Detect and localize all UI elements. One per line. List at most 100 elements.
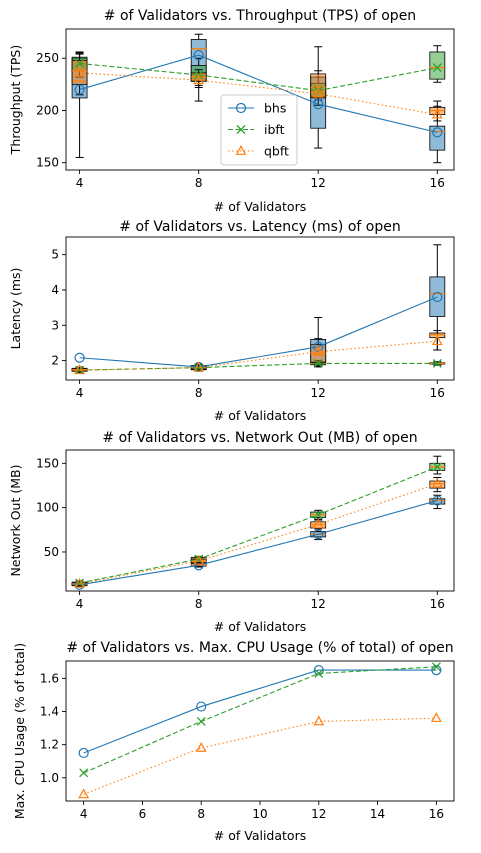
x-tick-label: 8 [195,597,203,611]
y-axis-label: Network Out (MB) [8,465,23,577]
data-point-bhs [431,665,442,676]
x-axis-label: # of Validators [214,828,306,843]
legend-marker-ibft [236,125,246,134]
chart-title: # of Validators vs. Throughput (TPS) of … [104,8,416,24]
chart-panel-3: # of Validators vs. Network Out (MB) of … [8,430,455,634]
series-line-ibft [79,62,438,92]
x-axis-label: # of Validators [214,619,306,634]
data-point-qbft [431,108,443,119]
y-tick-label: 2 [51,354,59,368]
x-tick-label: 8 [195,386,203,400]
box [429,498,446,505]
chart-panel-2: # of Validators vs. Latency (ms) of open… [8,219,455,423]
data-point-qbft [312,87,324,98]
series-line-ibft [79,466,438,584]
x-tick-label: 4 [76,597,84,611]
chart-title: # of Validators vs. Network Out (MB) of … [102,430,417,446]
boxplot-qbft [190,69,207,86]
x-tick-label: 8 [195,176,203,190]
plot-frame [65,660,455,802]
y-tick-label: 150 [36,156,59,170]
x-tick-label: 4 [76,176,84,190]
legend-marker-qbft [235,144,247,155]
y-tick-label: 1.4 [40,705,59,719]
x-tick-label: 12 [311,807,326,821]
y-tick-label: 3 [51,318,59,332]
data-point-qbft [74,364,85,375]
box [429,125,446,151]
chart-panel-1: # of Validators vs. Throughput (TPS) of … [8,8,455,214]
y-tick-label: 4 [51,283,59,297]
data-point-ibft [313,510,323,520]
y-tick-label: 250 [36,51,59,65]
y-tick-label: 150 [36,456,59,470]
x-tick-label: 6 [139,807,147,821]
data-point-bhs [313,99,324,110]
data-point-ibft [196,717,206,726]
data-point-ibft [313,358,323,368]
series-line-ibft [83,666,437,774]
data-point-ibft [75,578,85,588]
data-point-bhs [432,291,443,303]
plot-frame [65,236,455,381]
data-point-bhs [432,127,443,138]
series-line-bhs [79,296,438,368]
data-point-qbft [74,577,85,588]
data-point-qbft [312,518,324,529]
y-axis-label: Throughput (TPS) [8,45,23,155]
data-point-qbft [431,335,443,346]
data-point-bhs [196,701,207,712]
x-tick-label: 10 [252,807,267,821]
data-point-ibft [432,462,442,472]
series-line-bhs [79,54,438,133]
x-tick-label: 16 [430,386,445,400]
series-line-qbft [79,340,438,371]
legend-label-ibft: ibft [264,122,285,137]
boxplot-bhs [429,105,446,164]
data-point-qbft [431,477,443,488]
data-point-bhs [193,50,204,61]
y-tick-label: 200 [36,103,59,117]
data-point-bhs [78,747,89,759]
data-point-qbft [312,345,324,356]
series-line-bhs [79,500,438,586]
plot-frame [65,449,455,592]
series-line-ibft [79,362,438,371]
data-point-bhs [74,352,85,363]
y-axis-label: Max. CPU Usage (% of total) [12,643,27,819]
x-tick-label: 4 [80,807,88,821]
data-point-bhs [74,84,85,95]
boxplot-qbft [429,330,446,351]
data-point-ibft [79,768,89,778]
data-point-ibft [432,63,442,73]
y-tick-label: 1.0 [40,771,59,785]
y-tick-label: 50 [44,545,59,559]
data-point-qbft [74,66,85,77]
data-point-ibft [432,358,442,368]
box [429,51,446,80]
data-point-qbft [195,741,207,752]
data-point-ibft [194,363,204,373]
box [429,276,446,317]
plot-frame [65,28,455,171]
data-point-bhs [432,495,443,506]
data-point-ibft [75,59,85,68]
x-tick-label: 16 [429,807,444,821]
data-point-qbft [78,788,90,799]
x-tick-label: 12 [311,176,326,190]
data-point-bhs [313,665,324,676]
data-point-qbft [193,361,205,372]
series-line-qbft [79,72,438,116]
y-tick-label: 100 [36,501,59,515]
data-point-bhs [313,529,324,540]
legend: bhs ibft qbft [220,94,298,166]
data-point-qbft [313,715,325,726]
x-tick-label: 8 [197,807,205,821]
x-tick-label: 12 [311,597,326,611]
data-point-ibft [75,365,85,375]
boxplot-qbft [310,70,327,106]
y-axis-label: Latency (ms) [8,268,23,350]
box [429,480,446,489]
x-tick-label: 12 [311,386,326,400]
